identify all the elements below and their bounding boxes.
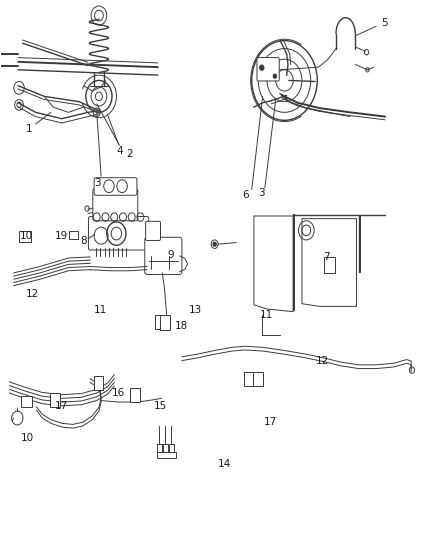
FancyBboxPatch shape (156, 452, 176, 458)
FancyBboxPatch shape (69, 231, 78, 239)
Text: 2: 2 (126, 149, 133, 159)
Text: 11: 11 (94, 305, 107, 315)
Polygon shape (254, 216, 293, 312)
Text: 4: 4 (116, 146, 123, 156)
Text: 17: 17 (54, 401, 67, 411)
FancyBboxPatch shape (94, 376, 103, 390)
Text: 1: 1 (26, 124, 32, 134)
FancyBboxPatch shape (156, 443, 162, 454)
FancyBboxPatch shape (169, 443, 174, 454)
Text: 14: 14 (218, 459, 231, 469)
FancyBboxPatch shape (145, 237, 182, 274)
Text: 15: 15 (153, 401, 167, 411)
FancyBboxPatch shape (162, 443, 168, 454)
Text: 19: 19 (54, 231, 67, 241)
Text: 12: 12 (25, 289, 39, 299)
Polygon shape (302, 219, 357, 306)
Text: 10: 10 (19, 231, 32, 241)
FancyBboxPatch shape (50, 393, 60, 407)
Circle shape (273, 74, 277, 78)
Text: 16: 16 (112, 388, 125, 398)
FancyBboxPatch shape (155, 315, 164, 329)
Text: 6: 6 (242, 190, 248, 200)
FancyBboxPatch shape (324, 257, 335, 273)
FancyBboxPatch shape (160, 315, 170, 330)
FancyBboxPatch shape (93, 189, 138, 221)
Text: 18: 18 (175, 321, 188, 331)
Circle shape (260, 65, 264, 70)
Text: 7: 7 (323, 252, 329, 262)
Circle shape (213, 242, 216, 246)
Text: 3: 3 (258, 188, 265, 198)
Text: 17: 17 (264, 417, 277, 427)
FancyBboxPatch shape (257, 58, 279, 81)
FancyBboxPatch shape (94, 177, 137, 195)
FancyBboxPatch shape (146, 221, 160, 240)
Text: 8: 8 (80, 236, 87, 246)
FancyBboxPatch shape (130, 387, 140, 401)
Text: 9: 9 (168, 250, 174, 260)
Text: 11: 11 (260, 310, 273, 320)
Text: 5: 5 (381, 18, 388, 28)
FancyBboxPatch shape (244, 372, 254, 385)
FancyBboxPatch shape (21, 396, 32, 407)
FancyBboxPatch shape (253, 372, 263, 385)
Text: 12: 12 (316, 356, 329, 366)
Text: 3: 3 (94, 177, 101, 188)
FancyBboxPatch shape (19, 231, 31, 242)
FancyBboxPatch shape (88, 216, 149, 250)
Text: 13: 13 (188, 305, 201, 315)
Text: 10: 10 (21, 433, 34, 443)
